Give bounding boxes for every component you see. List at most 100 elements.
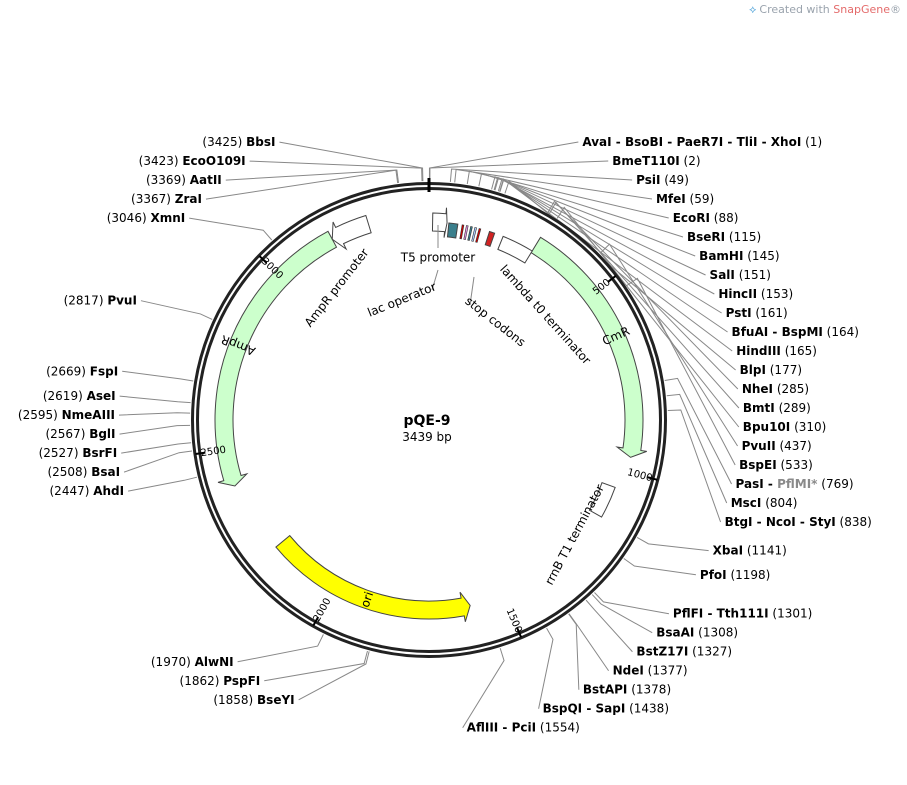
site-leader-psti [497, 178, 722, 314]
tick-label-1500: 1500 [504, 607, 524, 635]
site-leader-bmet110i [429, 160, 609, 182]
mcs-element [459, 224, 465, 240]
tick-mark-1000 [647, 476, 658, 481]
mcs-element [471, 227, 478, 242]
site-label-nmeaiii[interactable]: (2595) NmeAIII [18, 408, 115, 422]
site-label-msci[interactable]: MscI (804) [731, 496, 798, 510]
site-label-afliii-pcii[interactable]: AflIII - PciI (1554) [467, 721, 580, 735]
site-label-bstapi[interactable]: BstAPI (1378) [583, 683, 671, 697]
site-leader-sali [493, 176, 706, 276]
site-label-bspei[interactable]: BspEI (533) [739, 458, 813, 472]
feature-stop-codons[interactable] [484, 230, 496, 248]
site-leader-bseri [478, 172, 684, 238]
site-label-pvui[interactable]: (2817) PvuI [64, 294, 137, 308]
tick-mark-500 [607, 275, 617, 283]
tick-label-2500: 2500 [200, 445, 227, 460]
site-leader-pvuii [599, 243, 738, 447]
site-label-bspqi-sapi[interactable]: BspQI - SapI (1438) [543, 702, 669, 716]
tick-label-2000: 2000 [312, 596, 334, 624]
site-label-bsrfi[interactable]: (2527) BsrFI [39, 446, 118, 460]
feature-lac-operator[interactable] [446, 222, 459, 239]
site-label-ecoo109i[interactable]: (3423) EcoO109I [139, 154, 246, 168]
site-label-bfuai-bspmi[interactable]: BfuAI - BspMI (164) [732, 325, 859, 339]
site-label-bsaai[interactable]: BsaAI (1308) [656, 626, 738, 640]
feature-t5-promoter[interactable] [431, 207, 448, 238]
site-label-nhei[interactable]: NheI (285) [742, 382, 809, 396]
site-leader-bamhi [491, 176, 696, 257]
feature-ori[interactable] [275, 534, 471, 622]
site-label-zrai[interactable]: (3367) ZraI [131, 192, 202, 206]
site-leader-nhei [547, 200, 739, 390]
site-leader-pflfi-tth111i [594, 592, 670, 615]
site-leader-afliii-pcii [462, 648, 505, 728]
site-leader-bstz17i [585, 599, 633, 653]
site-leader-lines [118, 141, 740, 728]
tick-label-1000: 1000 [626, 467, 653, 484]
site-leader-asei [119, 395, 191, 404]
feature-leader-stop-codons [469, 276, 475, 306]
site-leader-ecoo109i [249, 160, 423, 182]
watermark-prefix: Created with [759, 3, 830, 16]
site-label-xbai[interactable]: XbaI (1141) [713, 544, 787, 558]
site-label-aatii[interactable]: (3369) AatII [146, 173, 222, 187]
site-leader-psii [449, 168, 633, 183]
feature-layer [214, 207, 647, 622]
plasmid-length: 3439 bp [402, 430, 452, 444]
site-leader-hincii [494, 177, 715, 295]
site-label-pflfi-tth111i[interactable]: PflFI - Tth111I (1301) [673, 607, 812, 621]
site-label-bseyi[interactable]: (1858) BseYI [213, 693, 294, 707]
site-label-btgi-ncoi-styi[interactable]: BtgI - NcoI - StyI (838) [725, 515, 872, 529]
site-leader-pspfi [264, 650, 368, 682]
site-label-bgli[interactable]: (2567) BglI [45, 427, 115, 441]
site-label-fspi[interactable]: (2669) FspI [46, 364, 118, 378]
feature-ampr-promoter[interactable] [331, 214, 372, 251]
site-label-bmet110i[interactable]: BmeT110I (2) [612, 154, 700, 168]
mcs-element [475, 228, 482, 243]
site-leader-xbai [636, 537, 709, 552]
site-label-ndei[interactable]: NdeI (1377) [613, 664, 688, 678]
site-label-bmti[interactable]: BmtI (289) [743, 401, 811, 415]
tick-mark-2000 [312, 616, 320, 627]
site-label-asei[interactable]: (2619) AseI [43, 389, 116, 403]
site-leader-bspei [626, 277, 736, 466]
site-label-sali[interactable]: SalI (151) [710, 268, 771, 282]
tick-mark-2500 [195, 451, 206, 456]
site-leader-fspi [122, 370, 194, 382]
site-label-alwni[interactable]: (1970) AlwNI [151, 655, 234, 669]
feature-lambda-t0-terminator[interactable] [497, 235, 533, 264]
site-label-pvuii[interactable]: PvuII (437) [742, 439, 812, 453]
site-label-bpu10i[interactable]: Bpu10I (310) [743, 420, 827, 434]
site-leader-pfoi [623, 558, 696, 576]
site-label-ecori[interactable]: EcoRI (88) [673, 211, 739, 225]
site-label-bsai[interactable]: (2508) BsaI [47, 465, 120, 479]
plasmid-name: pQE-9 [403, 413, 450, 429]
feature-ampr[interactable] [214, 230, 338, 487]
site-leader-mfei [454, 168, 653, 200]
feature-cmr[interactable] [530, 236, 647, 458]
site-label-bstz17i[interactable]: BstZ17I (1327) [636, 645, 732, 659]
site-label-bseri[interactable]: BseRI (115) [687, 230, 761, 244]
feature-label-stop-codons: stop codons [462, 294, 528, 350]
feature-label-lac-operator: lac operator [365, 279, 438, 319]
site-label-pspfi[interactable]: (1862) PspFI [180, 674, 261, 688]
site-leader-ahdi [128, 476, 198, 492]
site-label-psti[interactable]: PstI (161) [726, 306, 788, 320]
site-label-ahdi[interactable]: (2447) AhdI [50, 484, 125, 498]
site-leader-aatii [225, 169, 400, 184]
feature-rrnb-t1-terminator[interactable] [588, 482, 616, 518]
site-label-pfoi[interactable]: PfoI (1198) [700, 568, 770, 582]
site-label-blpi[interactable]: BlpI (177) [740, 363, 802, 377]
site-leader-hindiii [499, 178, 733, 352]
site-label-hindiii[interactable]: HindIII (165) [736, 344, 817, 358]
site-label-bbsi[interactable]: (3425) BbsI [202, 135, 275, 149]
site-label-bamhi[interactable]: BamHI (145) [699, 249, 779, 263]
site-label-pasi-pflmi[interactable]: PasI - PflMI* (769) [736, 477, 854, 491]
site-label-psii[interactable]: PsiI (49) [636, 173, 689, 187]
site-label-hincii[interactable]: HincII (153) [718, 287, 793, 301]
site-label-xmni[interactable]: (3046) XmnI [107, 211, 185, 225]
site-label-mfei[interactable]: MfeI (59) [656, 192, 714, 206]
mcs-element [463, 225, 469, 240]
site-label-avai-bsobi-paer7i-tlii-xhoi[interactable]: AvaI - BsoBI - PaeR7I - TliI - XhoI (1) [582, 135, 822, 149]
site-leader-btgi-ncoi-styi [667, 409, 722, 523]
